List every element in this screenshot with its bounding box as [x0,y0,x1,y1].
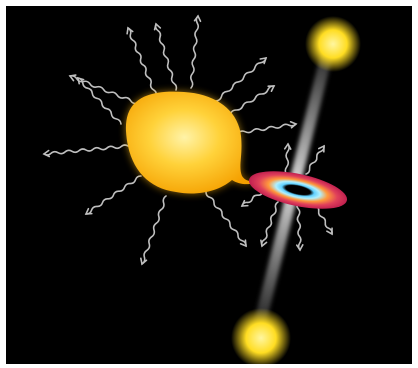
star-radiation-arrow-6 [85,175,142,215]
star-radiation-arrow-4-head [68,74,77,82]
star-radiation-arrow-5-head [42,149,51,158]
disk-radiation-arrow-2 [305,145,325,175]
star-radiation-arrow-10-head [76,76,85,85]
disk-radiation-arrow-5-head [326,227,333,236]
disk-radiation-arrow-6-head [240,199,249,207]
disk-radiation-arrow-4 [296,201,302,251]
star-radiation-arrow-9-head [289,120,298,129]
disk-radiation-arrow-1-head [283,142,292,150]
star-radiation-arrow-1 [127,27,158,97]
star-radiation-arrow-8-head [239,239,247,248]
star-radiation-arrow-8 [205,191,247,247]
star-radiation-arrow-3 [215,57,267,102]
star-radiation-arrow-11 [154,23,178,91]
star-radiation-arrow-2-head [193,14,202,23]
star-radiation-arrow-1-head [126,26,134,35]
star-radiation-arrow-12-head [267,85,276,93]
star-radiation-arrow-10 [77,77,122,125]
jet-blob-bottom [231,308,291,364]
star-radiation-arrow-5 [43,144,129,156]
disk-radiation-arrow-4-head [295,244,304,252]
illustration [6,6,412,364]
star-radiation-arrow-11-head [153,22,162,31]
star-radiation-arrow-7-head [140,257,148,266]
star-radiation-arrow-9 [230,123,297,136]
jet-blob-top [305,16,361,72]
star-radiation-arrow-3-head [259,56,268,65]
star-radiation-arrow-2 [189,15,200,89]
disk-radiation-arrow-3 [260,201,279,247]
accretion-disk [248,171,348,209]
star-radiation-arrow-6-head [84,207,93,215]
star-radiation-arrow-7 [141,195,167,265]
star [125,91,257,194]
disk-radiation-arrow-2-head [317,144,325,153]
disk-radiation-arrow-3-head [260,239,268,248]
star-radiation-arrow-12 [223,85,275,119]
